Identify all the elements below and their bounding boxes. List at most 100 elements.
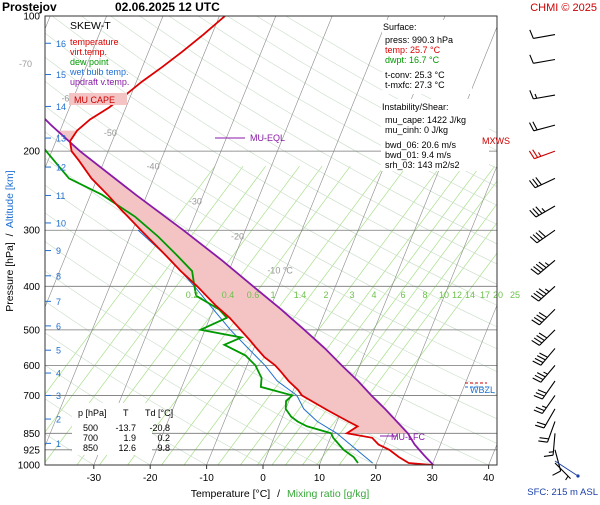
wbzl-label: WBZL xyxy=(470,385,495,395)
y-axis-pressure: Pressure [hPa] xyxy=(4,242,16,312)
wind-barb-half xyxy=(535,94,537,98)
altitude-tick-label: 12 xyxy=(56,163,66,173)
table-cell: 500 xyxy=(83,423,98,433)
surface-press: press: 990.3 hPa xyxy=(385,35,453,45)
wind-barb-feather xyxy=(530,90,534,99)
instability-bwd06: bwd_06: 20.6 m/s xyxy=(385,140,457,150)
wind-barb-feather xyxy=(537,356,545,360)
isotherm-label: -30 xyxy=(189,197,202,207)
altitude-tick-label: 6 xyxy=(56,321,61,331)
table-header-p: p [hPa] xyxy=(78,408,107,418)
pressure-tick-label: 500 xyxy=(23,325,40,336)
altitude-tick-label: 9 xyxy=(56,246,61,256)
altitude-tick-label: 14 xyxy=(56,102,66,112)
isotherm-label: -10 °C xyxy=(267,266,293,276)
altitude-tick-label: 5 xyxy=(56,346,61,356)
pressure-tick-label: 600 xyxy=(23,361,40,372)
mixing-ratio-label: 1.4 xyxy=(294,290,307,300)
mu-lfc-label: MU-LFC xyxy=(391,432,425,442)
legend-updraft: updraft v.temp. xyxy=(70,77,129,87)
mixing-ratio-label: 0.4 xyxy=(222,290,235,300)
isotherm-line xyxy=(489,16,600,465)
wind-barb-feather xyxy=(553,471,561,475)
instability-heading: Instability/Shear: xyxy=(382,102,449,112)
legend-heading: SKEW-T xyxy=(70,20,111,32)
x-axis-mixing: Mixing ratio [g/kg] xyxy=(287,488,369,500)
altitude-tick-label: 8 xyxy=(56,271,61,281)
wind-barb-feather xyxy=(534,410,543,414)
x-tick-label: -30 xyxy=(87,473,102,484)
sfc-label: SFC: 215 m ASL xyxy=(527,487,598,498)
altitude-tick-label: 2 xyxy=(56,415,61,425)
wind-barb xyxy=(538,421,555,442)
altitude-tick-label: 1 xyxy=(56,439,61,449)
wind-barb xyxy=(531,260,555,274)
altitude-tick-label: 10 xyxy=(56,218,66,228)
wind-barb-half xyxy=(545,289,549,292)
x-axis-temperature: Temperature [°C] xyxy=(191,488,271,500)
x-tick-label: 20 xyxy=(370,473,382,484)
table-cell: 0.2 xyxy=(157,433,170,443)
wind-barb-feather xyxy=(536,407,545,411)
table-cell: 700 xyxy=(83,433,98,443)
station-title: Prostejov xyxy=(2,0,57,14)
credit-label: CHMI © 2025 xyxy=(530,2,597,14)
wind-barb xyxy=(530,206,555,217)
wind-barb-feather xyxy=(530,55,534,64)
surface-info: Surface: press: 990.3 hPa temp: 25.7 °C … xyxy=(382,20,472,94)
altitude-tick-label: 4 xyxy=(56,369,61,379)
wind-barb-feather xyxy=(537,373,545,377)
svg-text:Pressure [hPa] / A: Pressure [hPa] / Altitude [km] xyxy=(4,170,16,311)
wind-barb xyxy=(530,90,555,99)
pressure-tick-label: 700 xyxy=(23,391,40,402)
instability-mu-cinh: mu_cinh: 0 J/kg xyxy=(385,125,448,135)
surface-heading: Surface: xyxy=(383,22,417,32)
table-cell: -20.8 xyxy=(149,423,170,433)
mixing-ratio-label: 14 xyxy=(465,290,475,300)
level-table: p [hPa] T Td [°C] 500 -13.7 -20.8 700 1.… xyxy=(72,403,173,455)
pressure-tick-label: 850 xyxy=(23,429,40,440)
wind-barb xyxy=(529,150,555,159)
wind-barb-feather xyxy=(536,393,545,397)
surface-tconv: t-conv: 25.3 °C xyxy=(385,70,445,80)
isotherm-label: -40 xyxy=(147,162,160,172)
wind-barb-feather xyxy=(535,425,544,428)
surface-wind-dot xyxy=(576,474,579,477)
pressure-tick-label: 925 xyxy=(23,445,40,456)
wind-barb-feather xyxy=(537,422,546,425)
wind-barb-half xyxy=(544,372,548,374)
wind-barb-feather xyxy=(533,378,541,382)
wind-barb-half xyxy=(545,263,549,266)
table-cell: 12.6 xyxy=(118,443,136,453)
wind-barb xyxy=(529,122,555,131)
wind-barb xyxy=(529,177,555,187)
wind-barb-half xyxy=(538,152,540,156)
wind-barb-shaft xyxy=(533,35,555,39)
mixing-ratio-label: 10 xyxy=(439,290,449,300)
altitude-tick-label: 3 xyxy=(56,391,61,401)
wind-barb-half xyxy=(542,406,546,408)
wind-barb-half xyxy=(566,476,568,480)
x-tick-label: 30 xyxy=(427,473,439,484)
mu-eql-label: MU-EQL xyxy=(250,133,285,143)
x-tick-label: -10 xyxy=(199,473,214,484)
wind-barb xyxy=(530,30,555,39)
wind-barb-feather xyxy=(529,123,533,131)
wind-barb-feather xyxy=(540,438,549,439)
legend-temperature: temperature xyxy=(70,37,119,47)
wind-barb-feather xyxy=(533,122,537,130)
x-axis-sep: / xyxy=(277,488,280,500)
wind-barb xyxy=(533,365,555,382)
wind-barb-feather xyxy=(530,30,534,39)
x-tick-label: 40 xyxy=(483,473,495,484)
wind-barb-feather xyxy=(539,353,547,357)
x-tick-label: -20 xyxy=(143,473,158,484)
y-axis-altitude: Altitude [km] xyxy=(4,170,16,228)
wind-barb-half xyxy=(542,208,545,211)
altitude-tick-label: 11 xyxy=(56,191,65,201)
mixing-ratio-label: 3 xyxy=(349,290,354,300)
altitude-tick-label: 13 xyxy=(56,134,66,144)
surface-temp: temp: 25.7 °C xyxy=(385,45,441,55)
wind-barb-shaft xyxy=(533,60,555,64)
